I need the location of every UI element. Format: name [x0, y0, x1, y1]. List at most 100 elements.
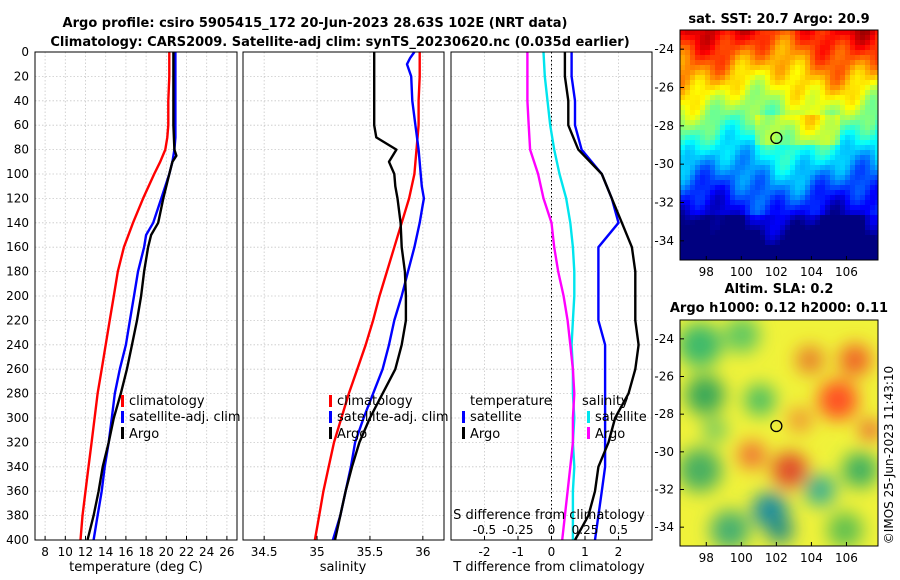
sst-cell: [860, 130, 866, 136]
sst-cell: [835, 190, 841, 196]
sst-cell: [820, 165, 826, 171]
sst-cell: [795, 125, 801, 131]
sla-blob: [839, 344, 871, 376]
sst-cell: [735, 130, 741, 136]
sst-cell: [745, 145, 751, 151]
sst-cell: [750, 100, 756, 106]
sst-cell: [795, 175, 801, 181]
sst-cell: [725, 90, 731, 96]
legend-label-sal-argo: Argo: [595, 427, 625, 442]
sst-cell: [760, 40, 766, 46]
sst-cell: [835, 120, 841, 126]
sst-cell: [735, 45, 741, 51]
sst-cell: [860, 70, 866, 76]
sst-cell: [755, 130, 761, 136]
sst-cell: [795, 50, 801, 56]
sst-cell: [775, 145, 781, 151]
sst-cell: [760, 205, 766, 211]
sst-cell: [685, 40, 691, 46]
sst-cell: [830, 50, 836, 56]
sst-cell: [770, 165, 776, 171]
sst-cell: [800, 135, 806, 141]
sst-cell: [865, 240, 871, 246]
temperature-lines: [79, 52, 178, 541]
sst-cell: [825, 170, 831, 176]
sst-cell: [735, 50, 741, 56]
sst-cell: [860, 155, 866, 161]
sla-blob: [680, 323, 722, 367]
sst-cell: [875, 95, 878, 101]
sst-cell: [840, 125, 846, 131]
temperature-panel: 0204060801001201401601802002202402602803…: [6, 45, 241, 575]
sst-cell: [795, 225, 801, 231]
sst-cell: [805, 185, 811, 191]
sst-cell: [810, 185, 816, 191]
sst-cell: [855, 35, 861, 41]
sst-cell: [735, 230, 741, 236]
sst-cell: [850, 235, 856, 241]
sst-cell: [685, 150, 691, 156]
sst-cell: [835, 145, 841, 151]
sst-cell: [690, 160, 696, 166]
legend-swatch-sal-argo: [587, 427, 590, 439]
sst-cell: [740, 155, 746, 161]
sst-cell: [705, 30, 711, 36]
sst-cell: [805, 30, 811, 36]
sst-cell: [850, 230, 856, 236]
sst-cell: [750, 230, 756, 236]
sst-cell: [795, 145, 801, 151]
sst-cell: [740, 75, 746, 81]
sst-cell: [830, 235, 836, 241]
sst-cell: [770, 90, 776, 96]
sst-cell: [830, 110, 836, 116]
sst-cell: [840, 175, 846, 181]
sst-cell: [825, 35, 831, 41]
sst-cell: [825, 55, 831, 61]
sst-cell: [775, 155, 781, 161]
sst-cell: [745, 185, 751, 191]
sst-cell: [680, 175, 686, 181]
sst-cell: [700, 255, 706, 260]
sst-cell: [755, 95, 761, 101]
sst-cell: [760, 115, 766, 121]
sst-cell: [695, 245, 701, 251]
sst-cell: [800, 100, 806, 106]
sst-cell: [730, 240, 736, 246]
sst-cell: [850, 70, 856, 76]
sst-cell: [750, 50, 756, 56]
sst-cell: [680, 100, 686, 106]
sst-cell: [705, 225, 711, 231]
sst-cell: [825, 40, 831, 46]
map-lat-label: -30: [654, 157, 674, 171]
sst-cell: [840, 110, 846, 116]
sst-cell: [845, 50, 851, 56]
sst-cell: [705, 65, 711, 71]
sst-cell: [720, 180, 726, 186]
sst-cell: [705, 150, 711, 156]
map-lat-label: -28: [654, 407, 674, 421]
sst-cell: [725, 130, 731, 136]
sst-cell: [760, 180, 766, 186]
sst-cell: [755, 225, 761, 231]
sst-cell: [775, 215, 781, 221]
sst-cell: [685, 120, 691, 126]
sst-cell: [860, 75, 866, 81]
sst-cell: [740, 60, 746, 66]
sst-cell: [695, 140, 701, 146]
sst-cell: [865, 145, 871, 151]
sst-cell: [740, 180, 746, 186]
sst-cell: [870, 225, 876, 231]
sst-cell: [780, 90, 786, 96]
sst-cell: [705, 70, 711, 76]
sst-cell: [745, 200, 751, 206]
sst-cell: [875, 200, 878, 206]
sst-cell: [840, 140, 846, 146]
sst-cell: [805, 65, 811, 71]
sst-cell: [815, 240, 821, 246]
sst-cell: [765, 165, 771, 171]
sst-cell: [830, 120, 836, 126]
sst-cell: [795, 30, 801, 36]
sst-cell: [805, 60, 811, 66]
sst-cell: [785, 195, 791, 201]
sst-cell: [750, 170, 756, 176]
